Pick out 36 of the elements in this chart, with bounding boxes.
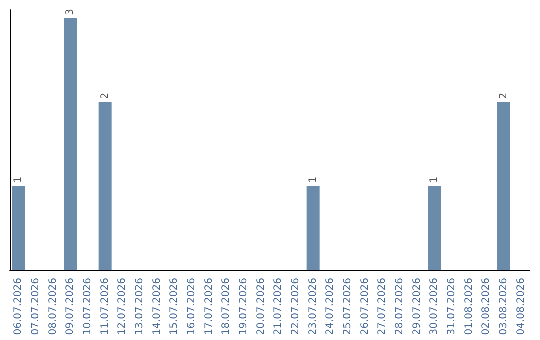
x-tick-label: 16.07.2026 xyxy=(186,278,198,336)
x-tick-label: 23.07.2026 xyxy=(308,278,319,336)
x-tick-label: 13.07.2026 xyxy=(134,278,146,336)
x-tick-label: 11.07.2026 xyxy=(100,278,111,336)
x-tick-label: 14.07.2026 xyxy=(152,278,163,336)
x-tick-label: 01.08.2026 xyxy=(464,278,475,336)
data-label: 2 xyxy=(100,92,111,100)
x-tick-label: 15.07.2026 xyxy=(169,278,180,336)
x-tick-label: 27.07.2026 xyxy=(377,278,388,336)
x-tick-label: 12.07.2026 xyxy=(117,278,128,336)
x-tick-label: 06.07.2026 xyxy=(13,278,24,336)
x-tick-label: 04.08.2026 xyxy=(516,278,527,336)
x-tick-label: 21.07.2026 xyxy=(273,278,284,336)
x-tick-label: 18.07.2026 xyxy=(221,278,232,336)
x-tick-label: 31.07.2026 xyxy=(446,278,458,336)
x-tick-label: 26.07.2026 xyxy=(360,278,371,336)
x-tick-label: 03.08.2026 xyxy=(498,278,510,336)
x-tick-label: 09.07.2026 xyxy=(65,278,76,336)
data-label: 2 xyxy=(498,92,510,100)
data-label: 1 xyxy=(13,176,24,184)
x-tick-label: 10.07.2026 xyxy=(82,278,94,336)
data-label: 1 xyxy=(429,176,440,184)
x-tick-label: 07.07.2026 xyxy=(30,278,42,336)
data-label: 3 xyxy=(65,9,76,16)
x-tick-label: 22.07.2026 xyxy=(290,278,302,336)
x-tick-label: 19.07.2026 xyxy=(238,278,250,336)
x-tick-label: 08.07.2026 xyxy=(48,278,59,336)
x-tick-label: 02.08.2026 xyxy=(481,278,492,336)
x-tick-label: 28.07.2026 xyxy=(394,278,406,336)
x-tick-label: 29.07.2026 xyxy=(412,278,423,336)
x-tick-label: 20.07.2026 xyxy=(256,278,267,336)
data-label: 1 xyxy=(308,176,319,184)
x-tick-label: 30.07.2026 xyxy=(429,278,440,336)
x-tick-label: 25.07.2026 xyxy=(342,278,354,336)
x-tick-label: 24.07.2026 xyxy=(325,278,336,336)
x-tick-label: 17.07.2026 xyxy=(204,278,215,336)
